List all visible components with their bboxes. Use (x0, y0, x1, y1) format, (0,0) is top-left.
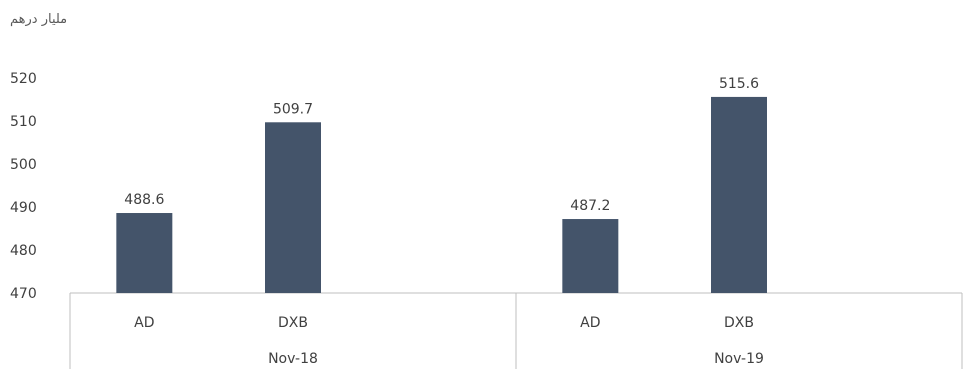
y-tick-label: 520 (10, 71, 37, 87)
bar (711, 96, 767, 293)
bar (265, 122, 321, 293)
bar (562, 219, 619, 293)
bar (116, 213, 173, 293)
y-tick-label: 470 (10, 286, 37, 302)
data-label: 515.6 (719, 76, 759, 92)
y-tick-label: 500 (10, 157, 37, 173)
group-label: Nov-18 (268, 351, 318, 367)
category-label: AD (580, 315, 600, 331)
category-label: DXB (278, 315, 308, 331)
y-tick-label: 480 (10, 243, 37, 259)
y-tick-label: 490 (10, 200, 37, 216)
y-tick-label: 510 (10, 114, 37, 130)
group-label: Nov-19 (714, 351, 764, 367)
unit-label: مليار درهم (10, 12, 68, 27)
category-label: AD (134, 315, 154, 331)
data-label: 488.6 (124, 192, 164, 208)
data-label: 487.2 (570, 198, 610, 214)
category-label: DXB (724, 315, 754, 331)
data-label: 509.7 (273, 101, 313, 117)
